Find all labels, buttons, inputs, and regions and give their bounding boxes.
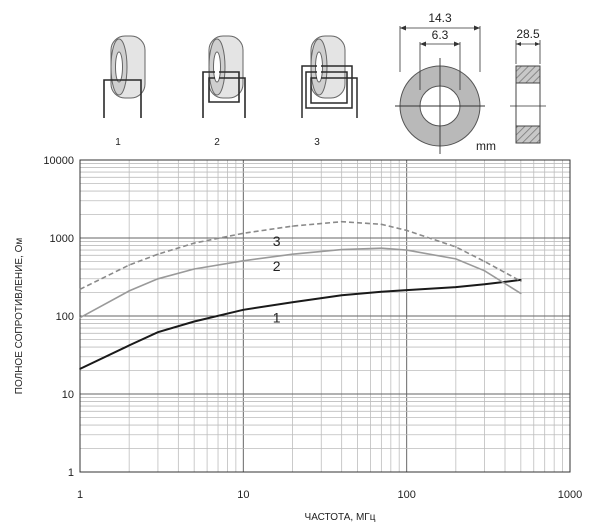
series-label-3: 3 <box>273 233 281 249</box>
x-tick-label: 10 <box>237 489 249 501</box>
series-2-point <box>79 316 81 319</box>
series-1-point <box>520 279 522 281</box>
x-tick-label: 100 <box>397 489 415 501</box>
series-2-point <box>483 269 486 272</box>
series-3-point <box>242 232 245 235</box>
core-side-view: 28.5 <box>510 27 546 144</box>
series-3-point <box>291 225 294 227</box>
series-3-point <box>79 288 81 291</box>
plot-area-frame <box>79 159 571 473</box>
series-1-point <box>128 344 130 347</box>
series-1-point <box>405 289 408 291</box>
x-tick-label: 1000 <box>558 489 582 501</box>
series-label-2: 2 <box>273 258 281 274</box>
series-2-point <box>193 268 195 270</box>
y-tick-label: 1 <box>68 467 74 479</box>
series-lines <box>79 220 522 370</box>
y-tick-label: 10 <box>62 389 74 401</box>
series-3-point <box>455 246 457 248</box>
series-3-point <box>405 229 408 232</box>
series-1-point <box>340 294 343 296</box>
series-3-point <box>193 242 195 244</box>
series-line-3 <box>79 220 522 291</box>
core-front-view: 14.3 6.3 mm <box>395 11 496 154</box>
y-axis-label: ПОЛНОЕ СОПРОТИВЛЕНИЕ, Ом <box>14 238 25 395</box>
series-2-point <box>380 247 383 249</box>
y-tick-label: 1000 <box>50 233 74 245</box>
series-1-point <box>483 283 486 286</box>
y-tick-label: 10000 <box>43 155 74 167</box>
winding-label-2: 2 <box>214 137 220 148</box>
x-tick-label: 1 <box>77 489 83 501</box>
series-1-point <box>291 301 294 304</box>
series-1-point <box>380 290 383 293</box>
series-2-point <box>340 248 343 251</box>
series-3-point <box>340 220 343 223</box>
series-2-point <box>455 258 457 260</box>
series-line-1 <box>79 278 521 370</box>
series-labels: 1 2 3 <box>273 233 281 325</box>
series-2-point <box>405 249 408 251</box>
series-2-point <box>291 253 294 255</box>
unit-label: mm <box>476 139 496 153</box>
axis-ticks: 1 10 100 1000 1 10 100 1000 10000 <box>43 155 582 501</box>
series-2-point <box>157 277 159 280</box>
winding-diagram-3: 3 <box>301 35 358 148</box>
series-3-point <box>128 264 130 266</box>
series-1-point <box>455 286 457 288</box>
series-1-point <box>242 309 245 311</box>
thickness-label: 28.5 <box>516 27 540 41</box>
series-2-point <box>520 292 522 295</box>
winding-diagram-2: 2 <box>202 35 246 148</box>
series-3-point <box>483 260 486 263</box>
winding-label-1: 1 <box>115 137 121 148</box>
series-label-1: 1 <box>273 309 281 325</box>
outer-diameter-label: 14.3 <box>428 11 452 25</box>
inner-diameter-label: 6.3 <box>432 28 449 42</box>
series-2-point <box>128 290 130 292</box>
x-axis-label: ЧАСТОТА, МГц <box>305 512 376 523</box>
chart-grid <box>80 160 570 472</box>
series-3-point <box>520 280 522 282</box>
winding-label-3: 3 <box>314 137 320 148</box>
series-line-2 <box>79 247 522 319</box>
series-3-point <box>380 223 383 226</box>
series-2-point <box>242 260 245 262</box>
series-1-point <box>79 368 81 370</box>
chart: 1 10 100 1000 1 10 100 1000 10000 1 2 3 ЧАСТОТА, М… <box>14 155 582 523</box>
y-tick-label: 100 <box>56 311 74 323</box>
series-1-point <box>157 331 159 333</box>
series-1-point <box>193 320 195 323</box>
series-3-point <box>157 253 159 255</box>
winding-diagram-1: 1 <box>103 35 146 148</box>
